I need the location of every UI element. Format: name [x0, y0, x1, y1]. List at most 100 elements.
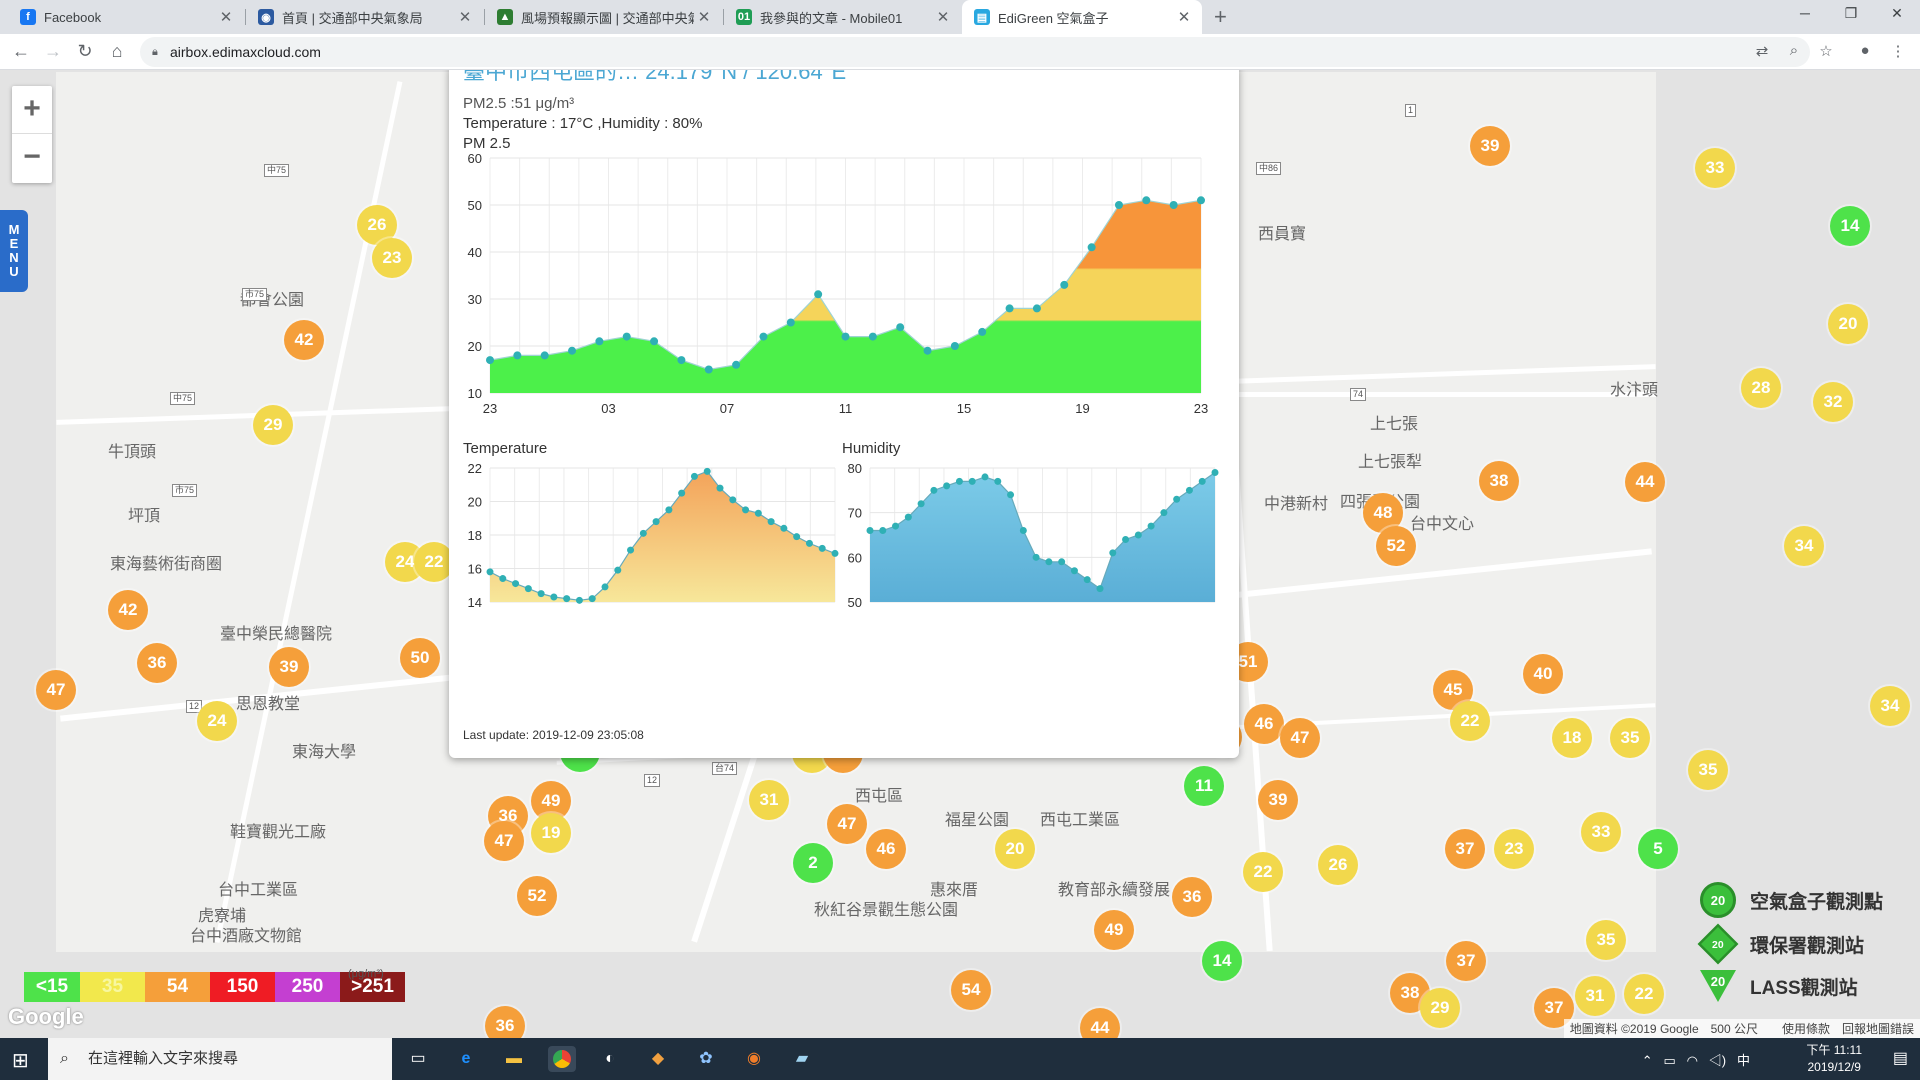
airbox-marker[interactable]: 22 — [1450, 701, 1490, 741]
clock[interactable]: 下午 11:11 2019/12/9 — [1806, 1042, 1862, 1076]
airbox-marker[interactable]: 54 — [951, 970, 991, 1010]
airbox-marker[interactable]: 35 — [1688, 750, 1728, 790]
airbox-marker[interactable]: 35 — [1610, 718, 1650, 758]
forward-icon[interactable]: → — [44, 41, 62, 61]
app-icon[interactable]: ◐ — [605, 1050, 615, 1067]
airbox-marker[interactable]: 39 — [1258, 780, 1298, 820]
app-icon[interactable]: ◆ — [651, 1050, 665, 1067]
airbox-marker[interactable]: 36 — [485, 1006, 525, 1038]
translate-icon[interactable]: ⇄ — [1755, 43, 1769, 60]
airbox-marker[interactable]: 52 — [517, 876, 557, 916]
airbox-marker[interactable]: 34 — [1784, 526, 1824, 566]
airbox-marker[interactable]: 49 — [1094, 910, 1134, 950]
airbox-marker[interactable]: 32 — [1813, 382, 1853, 422]
airbox-marker[interactable]: 20 — [1828, 304, 1868, 344]
airbox-marker[interactable]: 5 — [1638, 829, 1678, 869]
airbox-marker[interactable]: 14 — [1202, 941, 1242, 981]
chrome-menu-icon[interactable]: ⋮ — [1890, 43, 1906, 60]
tray-chevron-icon[interactable]: ⌃ — [1641, 1053, 1653, 1068]
back-icon[interactable]: ← — [12, 41, 30, 61]
airbox-marker[interactable]: 47 — [484, 821, 524, 861]
system-tray[interactable]: ⌃ ▭ ◠ ◁) 中 — [1642, 1050, 1750, 1069]
airbox-marker[interactable]: 39 — [1470, 126, 1510, 166]
tab-mobile01[interactable]: 01 我參與的文章 - Mobile01 ✕ — [724, 0, 961, 34]
airbox-marker[interactable]: 42 — [284, 320, 324, 360]
airbox-marker[interactable]: 36 — [1172, 877, 1212, 917]
zoom-icon[interactable]: ⌕ — [1789, 42, 1799, 59]
airbox-marker[interactable]: 33 — [1695, 148, 1735, 188]
volume-icon[interactable]: ◁) — [1708, 1053, 1727, 1068]
reload-icon[interactable]: ↻ — [77, 41, 93, 61]
zoom-out-button[interactable]: − — [23, 140, 41, 173]
airbox-marker[interactable]: 47 — [827, 804, 867, 844]
airbox-marker[interactable]: 46 — [1244, 704, 1284, 744]
profile-icon[interactable]: ● — [1860, 42, 1870, 59]
ime-indicator[interactable]: 中 — [1736, 1053, 1750, 1068]
tab-edigreen[interactable]: ▤ EdiGreen 空氣盒子 ✕ — [962, 0, 1202, 34]
close-tab-icon[interactable]: ✕ — [458, 9, 472, 26]
airbox-marker[interactable]: 52 — [1376, 526, 1416, 566]
minimize-icon[interactable]: ─ — [1800, 5, 1810, 21]
airbox-marker[interactable]: 18 — [1552, 718, 1592, 758]
airbox-marker[interactable]: 40 — [1523, 654, 1563, 694]
notification-icon[interactable]: ▤ — [1892, 1050, 1908, 1067]
airbox-marker[interactable]: 38 — [1479, 461, 1519, 501]
airbox-marker[interactable]: 29 — [253, 405, 293, 445]
airbox-marker[interactable]: 33 — [1581, 812, 1621, 852]
airbox-marker[interactable]: 45 — [1433, 670, 1473, 710]
close-tab-icon[interactable]: ✕ — [219, 9, 233, 26]
close-tab-icon[interactable]: ✕ — [1177, 9, 1191, 26]
airbox-marker[interactable]: 34 — [1870, 686, 1910, 726]
airbox-marker[interactable]: 42 — [108, 590, 148, 630]
menu-button[interactable]: M E N U — [0, 210, 28, 292]
zoom-in-button[interactable]: + — [12, 86, 52, 134]
tab-cwb-home[interactable]: ◉ 首頁 | 交通部中央氣象局 ✕ — [246, 0, 483, 34]
file-explorer-icon[interactable]: ▬ — [506, 1050, 522, 1067]
close-tab-icon[interactable]: ✕ — [936, 9, 950, 26]
airbox-marker[interactable]: 22 — [1243, 852, 1283, 892]
restore-icon[interactable]: ❐ — [1844, 5, 1858, 21]
airbox-marker[interactable]: 37 — [1446, 941, 1486, 981]
airbox-marker[interactable]: 31 — [1575, 976, 1615, 1016]
bookmark-star-icon[interactable]: ☆ — [1819, 43, 1833, 60]
chrome-icon[interactable] — [548, 1046, 576, 1072]
airbox-marker[interactable]: 36 — [137, 643, 177, 683]
airbox-marker[interactable]: 14 — [1830, 206, 1870, 246]
airbox-marker[interactable]: 22 — [1624, 974, 1664, 1014]
battery-icon[interactable]: ▭ — [1663, 1053, 1676, 1068]
task-view-icon[interactable]: ▭ — [410, 1050, 426, 1067]
edge-icon[interactable]: e — [461, 1050, 471, 1067]
app-icon[interactable]: ✿ — [699, 1050, 713, 1067]
airbox-marker[interactable]: 35 — [1586, 920, 1626, 960]
windows-start-icon[interactable]: ⊞ — [12, 1050, 29, 1072]
airbox-marker[interactable]: 47 — [36, 670, 76, 710]
tab-wind-forecast[interactable]: ▲ 風場預報顯示圖 | 交通部中央氣象 ✕ — [485, 0, 722, 34]
tab-facebook[interactable]: f Facebook ✕ — [8, 0, 244, 34]
airbox-marker[interactable]: 50 — [400, 638, 440, 678]
airbox-marker[interactable]: 20 — [995, 829, 1035, 869]
airbox-marker[interactable]: 47 — [1280, 718, 1320, 758]
airbox-marker[interactable]: 29 — [1420, 988, 1460, 1028]
airbox-marker[interactable]: 26 — [1318, 845, 1358, 885]
wifi-icon[interactable]: ◠ — [1686, 1053, 1698, 1068]
airbox-marker[interactable]: 19 — [531, 813, 571, 853]
app-icon[interactable]: ▰ — [795, 1050, 809, 1067]
airbox-marker[interactable]: 44 — [1625, 462, 1665, 502]
airbox-marker[interactable]: 23 — [1494, 829, 1534, 869]
airbox-marker[interactable]: 24 — [197, 701, 237, 741]
home-icon[interactable]: ⌂ — [111, 41, 123, 61]
airbox-marker[interactable]: 23 — [372, 238, 412, 278]
airbox-marker[interactable]: 37 — [1445, 829, 1485, 869]
close-tab-icon[interactable]: ✕ — [697, 9, 711, 26]
close-window-icon[interactable]: ✕ — [1891, 5, 1903, 21]
map-view[interactable]: 西員寶水汴頭上七張上七張犁中港新村四張犁公園台中文心牛頂頭坪頂東海藝術街商圈都會… — [0, 70, 1920, 1038]
address-bar[interactable]: 🔒︎ airbox.edimaxcloud.com — [140, 37, 1810, 67]
airbox-marker[interactable]: 44 — [1080, 1008, 1120, 1038]
taskbar-search[interactable]: ⌕ 在這裡輸入文字來搜尋 — [48, 1038, 392, 1080]
airbox-marker[interactable]: 31 — [749, 780, 789, 820]
airbox-marker[interactable]: 22 — [414, 542, 454, 582]
airbox-marker[interactable]: 11 — [1184, 766, 1224, 806]
map-attribution[interactable]: 地圖資料 ©2019 Google 500 公尺 使用條款 回報地圖錯誤 — [1563, 1019, 1920, 1038]
blender-icon[interactable]: ◉ — [747, 1050, 761, 1067]
airbox-marker[interactable]: 28 — [1741, 368, 1781, 408]
